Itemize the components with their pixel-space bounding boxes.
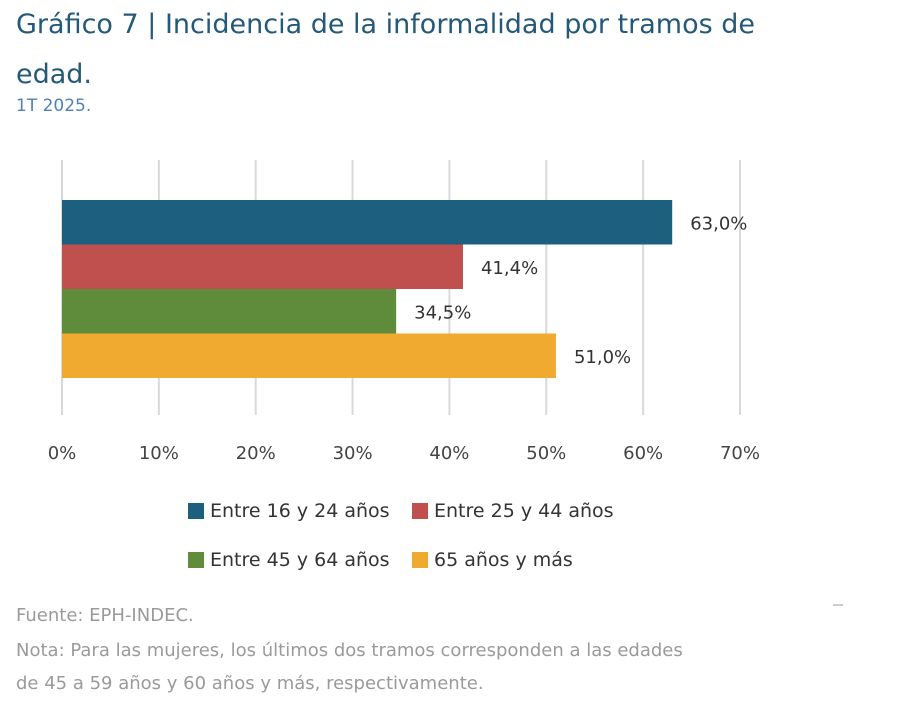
legend-swatch [412,552,428,568]
bar [62,289,397,334]
data-label: 51,0% [574,347,631,368]
chart-title: Gráfico 7 | Incidencia de la informalida… [16,9,755,90]
legend-item: 65 años y más [412,549,573,571]
x-tick-label: 30% [333,443,373,464]
source-note: Fuente: EPH-INDEC. [16,605,194,626]
note-line-1: Nota: Para las mujeres, los últimos dos … [16,640,683,661]
chart-subtitle: 1T 2025. [16,96,92,116]
data-label: 34,5% [414,302,471,323]
bar [62,200,673,245]
note-line-2: de 45 a 59 años y 60 años y más, respect… [16,673,484,694]
x-tick-label: 20% [236,443,276,464]
legend-label: 65 años y más [434,549,573,571]
legend-label: Entre 25 y 44 años [434,500,614,522]
bar-chart: 0% 10% 20% 30% 40% 50% 60% 70% 63,0% 41,4% 34,5% 51… [48,160,760,464]
x-tick-label: 70% [720,443,760,464]
x-tick-label: 40% [429,443,469,464]
x-tick-label: 60% [623,443,663,464]
legend-item: Entre 16 y 24 años [188,500,390,522]
divider [833,604,843,606]
legend-swatch [412,503,428,519]
bar [62,333,556,378]
legend-swatch [188,503,204,519]
legend-item: Entre 25 y 44 años [412,500,614,522]
data-label: 41,4% [481,258,538,279]
x-tick-label: 10% [139,443,179,464]
x-tick-label: 50% [526,443,566,464]
bar [62,244,463,289]
legend-swatch [188,552,204,568]
legend-label: Entre 16 y 24 años [210,500,390,522]
data-label: 63,0% [690,213,747,234]
legend-item: Entre 45 y 64 años [188,549,390,571]
x-tick-label: 0% [48,443,77,464]
legend-label: Entre 45 y 64 años [210,549,390,571]
